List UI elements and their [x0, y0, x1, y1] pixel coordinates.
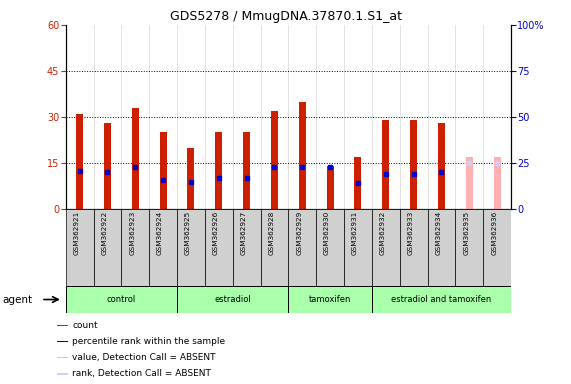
Text: rank, Detection Call = ABSENT: rank, Detection Call = ABSENT: [72, 369, 211, 378]
Text: GSM362923: GSM362923: [129, 211, 135, 255]
Bar: [149, 209, 177, 286]
Text: GSM362929: GSM362929: [296, 211, 302, 255]
FancyBboxPatch shape: [288, 286, 372, 313]
FancyBboxPatch shape: [372, 286, 511, 313]
Bar: [400, 209, 428, 286]
Bar: [271, 111, 278, 209]
Bar: [233, 209, 260, 286]
Bar: [410, 120, 417, 209]
Bar: [438, 123, 445, 209]
Text: estradiol: estradiol: [214, 295, 251, 304]
Bar: [327, 166, 333, 209]
Text: GSM362922: GSM362922: [102, 211, 107, 255]
Text: GSM362931: GSM362931: [352, 211, 358, 255]
Bar: [94, 209, 122, 286]
Bar: [205, 209, 233, 286]
Bar: [132, 108, 139, 209]
Bar: [428, 209, 456, 286]
Bar: [260, 209, 288, 286]
Bar: [316, 209, 344, 286]
Bar: [177, 209, 205, 286]
Text: GSM362926: GSM362926: [213, 211, 219, 255]
Bar: [57, 341, 68, 342]
Text: agent: agent: [3, 295, 33, 305]
Text: GSM362924: GSM362924: [157, 211, 163, 255]
Bar: [57, 373, 68, 374]
Bar: [66, 209, 94, 286]
Bar: [483, 209, 511, 286]
Text: tamoxifen: tamoxifen: [309, 295, 351, 304]
Text: GSM362927: GSM362927: [240, 211, 247, 255]
Bar: [57, 357, 68, 358]
Bar: [122, 209, 149, 286]
FancyBboxPatch shape: [177, 286, 288, 313]
Bar: [104, 123, 111, 209]
Text: GSM362935: GSM362935: [463, 211, 469, 255]
Bar: [215, 132, 222, 209]
Text: GSM362928: GSM362928: [268, 211, 275, 255]
Bar: [466, 157, 473, 209]
Bar: [494, 157, 501, 209]
Bar: [372, 209, 400, 286]
Text: GSM362934: GSM362934: [436, 211, 441, 255]
Text: GSM362936: GSM362936: [491, 211, 497, 255]
Bar: [288, 209, 316, 286]
Text: count: count: [72, 321, 98, 330]
Bar: [456, 209, 483, 286]
Bar: [57, 325, 68, 326]
Text: control: control: [107, 295, 136, 304]
Bar: [383, 120, 389, 209]
Text: estradiol and tamoxifen: estradiol and tamoxifen: [391, 295, 492, 304]
Text: value, Detection Call = ABSENT: value, Detection Call = ABSENT: [72, 353, 216, 362]
Text: GSM362932: GSM362932: [380, 211, 386, 255]
Bar: [160, 132, 167, 209]
Text: GSM362925: GSM362925: [185, 211, 191, 255]
Text: GSM362930: GSM362930: [324, 211, 330, 255]
Bar: [187, 148, 194, 209]
Bar: [243, 132, 250, 209]
Bar: [76, 114, 83, 209]
Bar: [344, 209, 372, 286]
Bar: [355, 157, 361, 209]
Text: GSM362921: GSM362921: [74, 211, 79, 255]
Text: percentile rank within the sample: percentile rank within the sample: [72, 337, 226, 346]
Text: GDS5278 / MmugDNA.37870.1.S1_at: GDS5278 / MmugDNA.37870.1.S1_at: [170, 10, 401, 23]
Text: GSM362933: GSM362933: [408, 211, 413, 255]
Bar: [299, 102, 305, 209]
FancyBboxPatch shape: [66, 286, 177, 313]
